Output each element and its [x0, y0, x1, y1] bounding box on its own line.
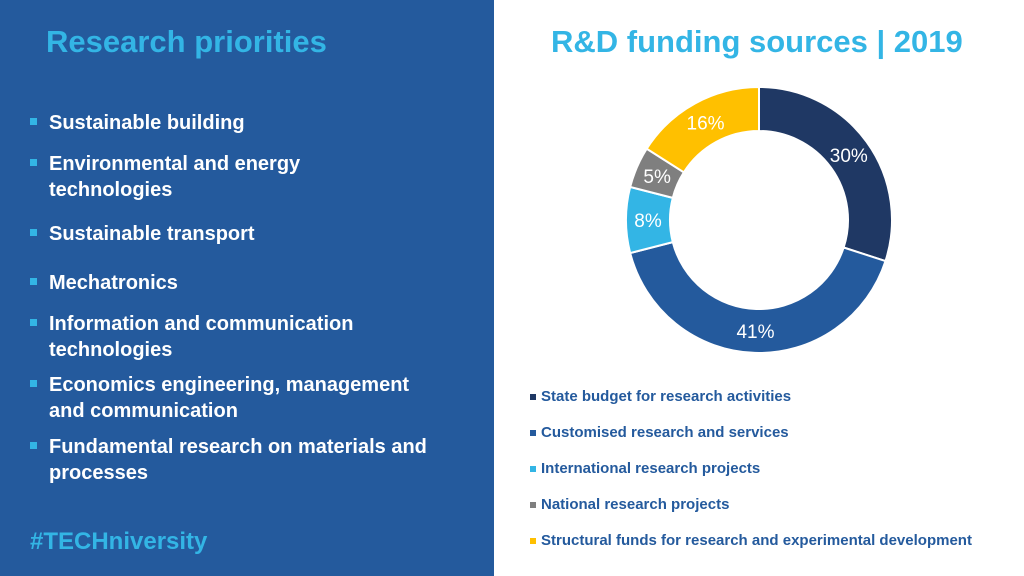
bullet-square-icon — [30, 319, 37, 326]
list-item: Environmental and energy technologies — [30, 151, 330, 203]
research-priorities-title: Research priorities — [46, 24, 327, 59]
list-item-label: Mechatronics — [49, 272, 178, 294]
legend-item: National research projects — [530, 496, 729, 513]
legend-label: State budget for research activities — [541, 388, 792, 405]
list-item: Mechatronics — [30, 270, 450, 296]
bullet-square-icon — [30, 278, 37, 285]
legend-label: Customised research and services — [541, 424, 789, 441]
list-item-label: Environmental and energy technologies — [49, 153, 301, 201]
legend-item: International research projects — [530, 460, 760, 477]
bullet-square-icon — [30, 118, 37, 125]
slice-value-label: 16% — [687, 114, 725, 135]
left-panel: Research priorities Sustainable building… — [0, 0, 494, 576]
list-item-label: Economics engineering, management and co… — [49, 374, 410, 422]
legend-label: International research projects — [541, 460, 761, 477]
legend-label: Structural funds for research and experi… — [541, 532, 972, 549]
legend-swatch-icon — [530, 393, 536, 400]
legend-item: Customised research and services — [530, 424, 789, 441]
bullet-square-icon — [30, 442, 37, 449]
bullet-square-icon — [30, 159, 37, 166]
donut-slice — [628, 240, 887, 354]
slice-value-label: 8% — [634, 211, 662, 232]
legend-item: Structural funds for research and experi… — [530, 532, 972, 549]
list-item: Fundamental research on materials and pr… — [30, 434, 430, 486]
list-item: Sustainable transport — [30, 221, 450, 247]
legend-label: National research projects — [541, 496, 730, 513]
list-item: Information and communication technologi… — [30, 311, 390, 363]
hashtag: #TECHniversity — [30, 528, 208, 555]
legend-swatch-icon — [530, 537, 536, 544]
slice-value-label: 41% — [736, 322, 774, 343]
bullet-square-icon — [30, 380, 37, 387]
bullet-square-icon — [30, 229, 37, 236]
donut-slice — [758, 85, 893, 263]
list-item: Sustainable building — [30, 110, 450, 136]
legend-swatch-icon — [530, 501, 536, 508]
list-item-label: Fundamental research on materials and pr… — [49, 436, 427, 484]
list-item: Economics engineering, management and co… — [30, 372, 450, 424]
chart-title: R&D funding sources | 2019 — [551, 24, 963, 59]
list-item-label: Sustainable building — [49, 112, 245, 134]
legend-item: State budget for research activities — [530, 388, 791, 405]
list-item-label: Information and communication technologi… — [49, 313, 354, 361]
slice-value-label: 30% — [830, 146, 868, 167]
list-item-label: Sustainable transport — [49, 223, 255, 245]
slice-value-label: 5% — [643, 167, 671, 188]
legend-swatch-icon — [530, 429, 536, 436]
donut-slice — [645, 85, 760, 174]
legend-swatch-icon — [530, 465, 536, 472]
